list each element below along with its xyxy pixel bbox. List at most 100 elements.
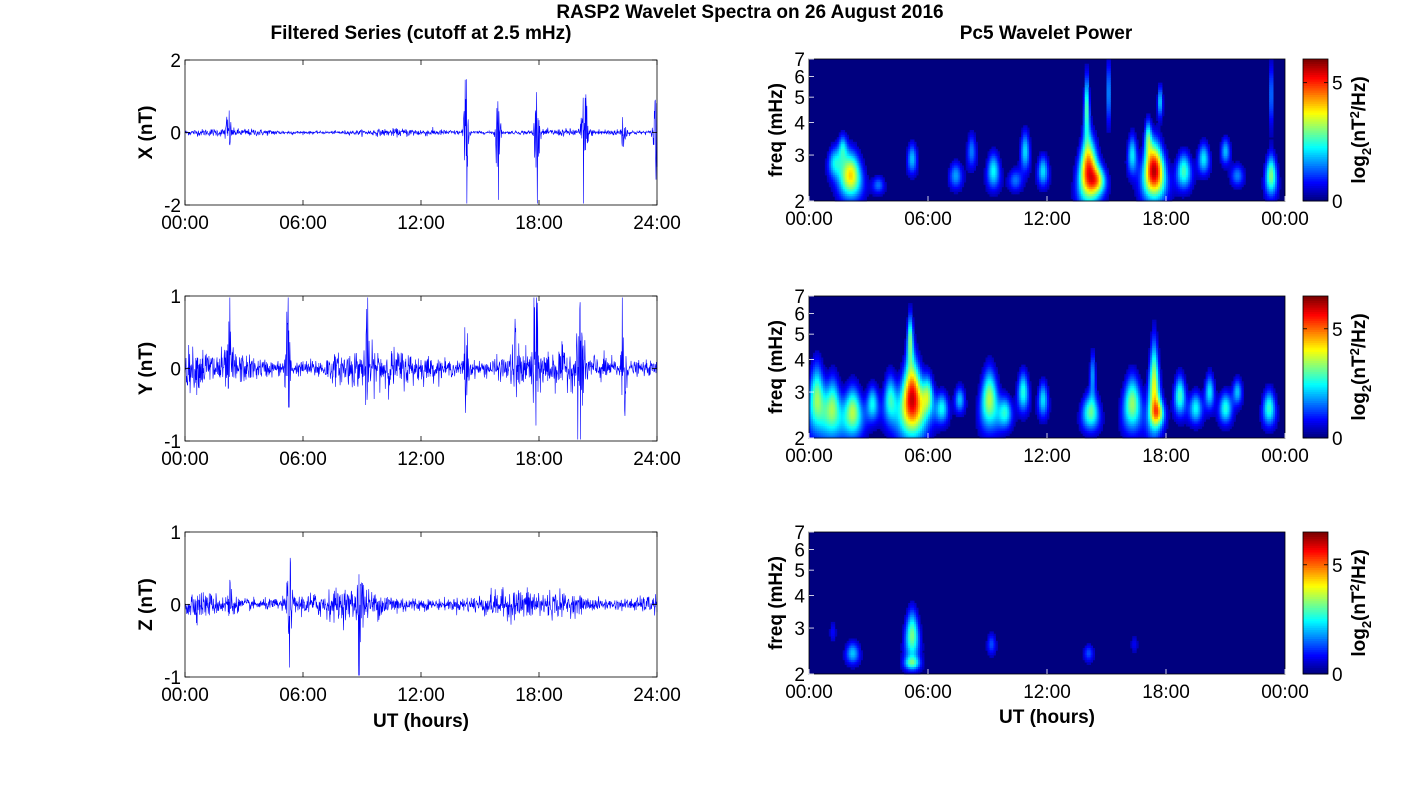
spectrogram-cell xyxy=(1221,141,1224,145)
spectrogram-cell xyxy=(1019,385,1022,389)
spectrogram-cell xyxy=(1166,148,1169,152)
spectrogram-cell xyxy=(1082,189,1086,192)
spectrogram-cell xyxy=(987,182,990,185)
spectrogram-cell xyxy=(852,189,856,192)
spectrogram-cell xyxy=(1140,177,1143,181)
spectrogram-cell xyxy=(1265,165,1268,169)
spectrogram-cell xyxy=(904,385,907,389)
spectrogram-cell xyxy=(1177,189,1181,192)
spectrogram-cell xyxy=(836,160,840,164)
spectrogram-cell xyxy=(953,191,957,195)
spectrogram-cell xyxy=(854,170,857,173)
spectrogram-cell xyxy=(1084,96,1088,100)
spectrogram-cell xyxy=(1088,127,1092,131)
spectrogram-cell xyxy=(908,153,911,157)
spectrogram-cell xyxy=(1223,153,1226,157)
spectrogram-cell xyxy=(908,172,911,176)
spectrogram-cell xyxy=(961,385,965,389)
spectrogram-cell xyxy=(1203,165,1207,169)
spectrogram-cell xyxy=(862,198,865,202)
spectrogram-cell xyxy=(1177,376,1181,380)
spectrogram-cell xyxy=(1088,198,1092,202)
x-tick-label: 18:00 xyxy=(515,213,563,234)
spectrogram-cell xyxy=(973,163,976,166)
spectrogram-cell xyxy=(1134,144,1137,147)
spectrogram-cell xyxy=(1152,177,1155,181)
x-tick-label: 24:00 xyxy=(633,449,681,470)
spectrogram-cell xyxy=(1084,186,1088,190)
spectrogram-cell xyxy=(1187,163,1191,166)
spectrogram-cell xyxy=(1239,378,1242,382)
spectrogram-cell xyxy=(1132,177,1135,181)
spectrogram-cell xyxy=(904,359,907,363)
spectrogram-cell xyxy=(991,364,994,368)
spectrogram-cell xyxy=(1043,167,1046,171)
spectrogram-cell xyxy=(1136,385,1139,389)
spectrogram-cell xyxy=(1146,186,1149,190)
spectrogram-cell xyxy=(973,151,976,155)
x-tick-label: 18:00 xyxy=(515,449,563,470)
spectrogram-cell xyxy=(1041,182,1044,185)
spectrogram-cell xyxy=(842,196,846,200)
spectrogram-cell xyxy=(914,350,917,354)
spectrogram-cell xyxy=(1102,170,1105,173)
spectrogram-cell xyxy=(1080,172,1084,176)
spectrogram-cell xyxy=(1156,371,1159,375)
spectrogram-cell xyxy=(1269,385,1272,389)
spectrogram-cell xyxy=(1225,153,1228,157)
spectrogram-cell xyxy=(1263,165,1266,169)
spectrogram-cell xyxy=(1229,160,1232,164)
spectrogram-cell xyxy=(955,184,959,188)
spectrogram-cell xyxy=(1021,367,1024,370)
spectrogram-cell xyxy=(1029,158,1032,162)
spectrogram-cell xyxy=(1096,153,1099,157)
spectrogram-cell xyxy=(884,376,887,380)
spectrogram-cell xyxy=(822,390,826,394)
spectrogram-cell xyxy=(1108,63,1111,67)
spectrogram-cell xyxy=(1134,148,1137,152)
spectrogram-cell xyxy=(858,383,861,387)
colorbar-label: log2(nT2/Hz) xyxy=(1347,76,1374,183)
spectrogram-cell xyxy=(1211,383,1214,387)
spectrogram-cell xyxy=(997,191,1000,195)
spectrogram-cell xyxy=(850,381,854,384)
spectrogram-cell xyxy=(852,198,856,202)
spectrogram-cell xyxy=(1243,179,1246,183)
spectrogram-cell xyxy=(967,151,971,155)
spectrogram-cell xyxy=(1277,184,1280,188)
spectrogram-cell xyxy=(1269,148,1272,152)
spectrogram-cell xyxy=(1027,137,1030,140)
colorbar-tick-label: 0 xyxy=(1332,192,1343,213)
spectrogram-cell xyxy=(1130,374,1133,377)
spectrogram-cell xyxy=(1140,160,1143,164)
spectrogram-cell xyxy=(1142,184,1145,188)
spectrogram-cell xyxy=(1027,165,1030,169)
spectrogram-cell xyxy=(1140,196,1143,200)
spectrogram-cell xyxy=(906,367,909,370)
spectrogram-cell xyxy=(910,170,913,173)
spectrogram-cell xyxy=(1183,153,1187,157)
spectrogram-cell xyxy=(1173,172,1177,176)
spectrogram-cell xyxy=(957,177,961,181)
spectrogram-cell xyxy=(842,146,846,150)
spectrogram-cell xyxy=(1271,385,1274,389)
spectrogram-cell xyxy=(1173,378,1177,382)
spectrogram-cell xyxy=(840,130,844,133)
spectrogram-cell xyxy=(1098,198,1101,202)
spectrogram-cell xyxy=(1106,198,1109,202)
spectrogram-cell xyxy=(1223,167,1226,171)
spectrogram-cell xyxy=(910,329,913,332)
spectrogram-cell xyxy=(906,333,909,337)
spectrogram-cell xyxy=(1019,144,1022,147)
spectrogram-cell xyxy=(1148,186,1151,190)
spectrogram-cell xyxy=(1154,369,1157,373)
spectrogram-cell xyxy=(828,158,832,162)
spectrogram-cell xyxy=(1098,156,1101,159)
spectrogram-cell xyxy=(1015,182,1018,185)
spectrogram-cell xyxy=(824,172,828,176)
spectrogram-cell xyxy=(1275,174,1278,178)
spectrogram-cell xyxy=(1275,189,1278,192)
spectrogram-cell xyxy=(1183,170,1187,173)
spectrogram-cell xyxy=(1138,388,1141,392)
spectrogram-cell xyxy=(926,378,929,382)
